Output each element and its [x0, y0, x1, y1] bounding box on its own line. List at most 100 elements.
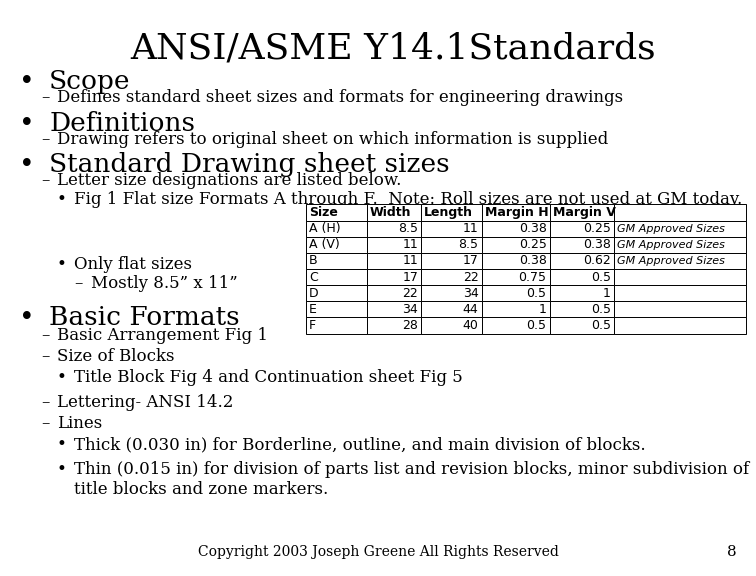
Bar: [614, 317, 746, 334]
Bar: [482, 285, 550, 301]
Text: 1: 1: [539, 303, 547, 316]
Text: 0.5: 0.5: [591, 303, 611, 316]
Bar: [482, 204, 550, 221]
Text: 11: 11: [463, 222, 479, 235]
Text: 8.5: 8.5: [459, 238, 479, 251]
Bar: [367, 269, 421, 285]
Text: •: •: [19, 69, 35, 94]
Text: Drawing refers to original sheet on which information is supplied: Drawing refers to original sheet on whic…: [57, 131, 608, 148]
Bar: [614, 269, 746, 285]
Text: 0.75: 0.75: [519, 271, 547, 283]
Text: –: –: [42, 327, 50, 344]
Text: Margin V: Margin V: [553, 206, 615, 219]
Bar: [482, 269, 550, 285]
Text: 1: 1: [603, 287, 611, 300]
Bar: [367, 301, 421, 317]
Text: Defines standard sheet sizes and formats for engineering drawings: Defines standard sheet sizes and formats…: [57, 89, 623, 107]
Text: 17: 17: [402, 271, 418, 283]
Bar: [614, 253, 746, 269]
Text: D: D: [309, 287, 319, 300]
Text: –: –: [42, 394, 50, 411]
Bar: [306, 253, 367, 269]
Text: •: •: [57, 461, 67, 478]
Text: Lines: Lines: [57, 415, 102, 432]
Text: 0.25: 0.25: [583, 222, 611, 235]
Text: Size of Blocks: Size of Blocks: [57, 348, 174, 365]
Bar: [367, 237, 421, 253]
Text: •: •: [57, 191, 67, 209]
Bar: [550, 237, 614, 253]
Text: 34: 34: [402, 303, 418, 316]
Text: Margin H: Margin H: [485, 206, 548, 219]
Text: C: C: [309, 271, 318, 283]
Bar: [421, 285, 482, 301]
Bar: [367, 317, 421, 334]
Text: 11: 11: [402, 238, 418, 251]
Text: •: •: [57, 256, 67, 274]
Text: B: B: [309, 255, 318, 267]
Text: GM Approved Sizes: GM Approved Sizes: [617, 256, 725, 266]
Text: Width: Width: [370, 206, 411, 219]
Text: F: F: [309, 319, 316, 332]
Bar: [550, 285, 614, 301]
Bar: [421, 221, 482, 237]
Text: Thin (0.015 in) for division of parts list and revision blocks, minor subdivisio: Thin (0.015 in) for division of parts li…: [74, 461, 749, 478]
Text: E: E: [309, 303, 317, 316]
Text: –: –: [42, 172, 50, 190]
Bar: [482, 301, 550, 317]
Text: 0.25: 0.25: [519, 238, 547, 251]
Text: 11: 11: [402, 255, 418, 267]
Bar: [550, 204, 614, 221]
Bar: [482, 221, 550, 237]
Bar: [614, 285, 746, 301]
Text: 0.38: 0.38: [519, 222, 547, 235]
Bar: [550, 221, 614, 237]
Bar: [306, 221, 367, 237]
Bar: [421, 253, 482, 269]
Text: •: •: [19, 152, 35, 177]
Text: Title Block Fig 4 and Continuation sheet Fig 5: Title Block Fig 4 and Continuation sheet…: [74, 369, 463, 386]
Text: Definitions: Definitions: [49, 111, 195, 135]
Bar: [614, 301, 746, 317]
Text: •: •: [57, 369, 67, 386]
Bar: [550, 301, 614, 317]
Bar: [482, 317, 550, 334]
Bar: [306, 285, 367, 301]
Text: 0.38: 0.38: [519, 255, 547, 267]
Text: Length: Length: [424, 206, 473, 219]
Bar: [550, 269, 614, 285]
Bar: [421, 301, 482, 317]
Text: A (V): A (V): [309, 238, 340, 251]
Text: –: –: [74, 275, 82, 292]
Text: Basic Formats: Basic Formats: [49, 305, 240, 330]
Bar: [306, 269, 367, 285]
Text: Mostly 8.5” x 11”: Mostly 8.5” x 11”: [91, 275, 237, 292]
Bar: [550, 253, 614, 269]
Text: 40: 40: [463, 319, 479, 332]
Text: 44: 44: [463, 303, 479, 316]
Bar: [614, 237, 746, 253]
Text: Copyright 2003 Joseph Greene All Rights Reserved: Copyright 2003 Joseph Greene All Rights …: [197, 545, 559, 559]
Text: 22: 22: [463, 271, 479, 283]
Text: 34: 34: [463, 287, 479, 300]
Bar: [306, 237, 367, 253]
Text: A (H): A (H): [309, 222, 341, 235]
Text: •: •: [57, 436, 67, 453]
Text: Size: Size: [309, 206, 338, 219]
Text: Basic Arrangement Fig 1: Basic Arrangement Fig 1: [57, 327, 268, 344]
Text: Thick (0.030 in) for Borderline, outline, and main division of blocks.: Thick (0.030 in) for Borderline, outline…: [74, 436, 646, 453]
Bar: [367, 204, 421, 221]
Text: 28: 28: [402, 319, 418, 332]
Text: Letter size designations are listed below.: Letter size designations are listed belo…: [57, 172, 401, 190]
Text: 0.62: 0.62: [583, 255, 611, 267]
Text: 22: 22: [402, 287, 418, 300]
Text: –: –: [42, 131, 50, 148]
Text: •: •: [19, 305, 35, 330]
Text: 8: 8: [727, 545, 737, 559]
Text: GM Approved Sizes: GM Approved Sizes: [617, 223, 725, 234]
Bar: [550, 317, 614, 334]
Text: GM Approved Sizes: GM Approved Sizes: [617, 240, 725, 250]
Bar: [614, 221, 746, 237]
Bar: [421, 204, 482, 221]
Text: •: •: [19, 111, 35, 135]
